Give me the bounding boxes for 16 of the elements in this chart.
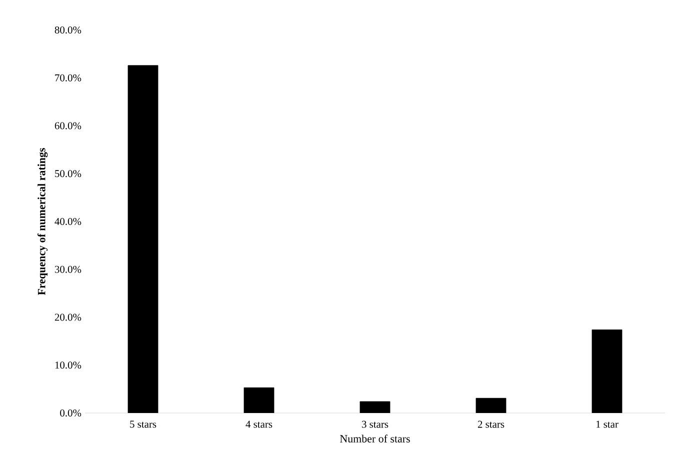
y-axis-title: Frequency of numerical ratings bbox=[37, 148, 48, 296]
x-tick-label: 4 stars bbox=[246, 420, 272, 428]
x-tick-label: 1 star bbox=[596, 420, 618, 428]
y-tick-label: 0.0% bbox=[60, 409, 82, 417]
x-tick-label: 3 stars bbox=[362, 420, 388, 428]
y-tick-label: 50.0% bbox=[55, 170, 82, 178]
x-tick-label: 5 stars bbox=[130, 420, 156, 428]
y-tick-label: 40.0% bbox=[54, 218, 82, 226]
y-tick-label: 10.0% bbox=[55, 362, 82, 369]
x-tick-label: 2 stars bbox=[478, 420, 504, 428]
y-tick-label: 80.0% bbox=[54, 26, 82, 34]
y-tick-label: 30.0% bbox=[54, 266, 82, 273]
y-tick-label: 70.0% bbox=[55, 74, 82, 82]
y-tick-label: 20.0% bbox=[54, 314, 82, 321]
x-axis-title: Number of stars bbox=[340, 434, 410, 442]
y-tick-label: 60.0% bbox=[54, 122, 82, 130]
